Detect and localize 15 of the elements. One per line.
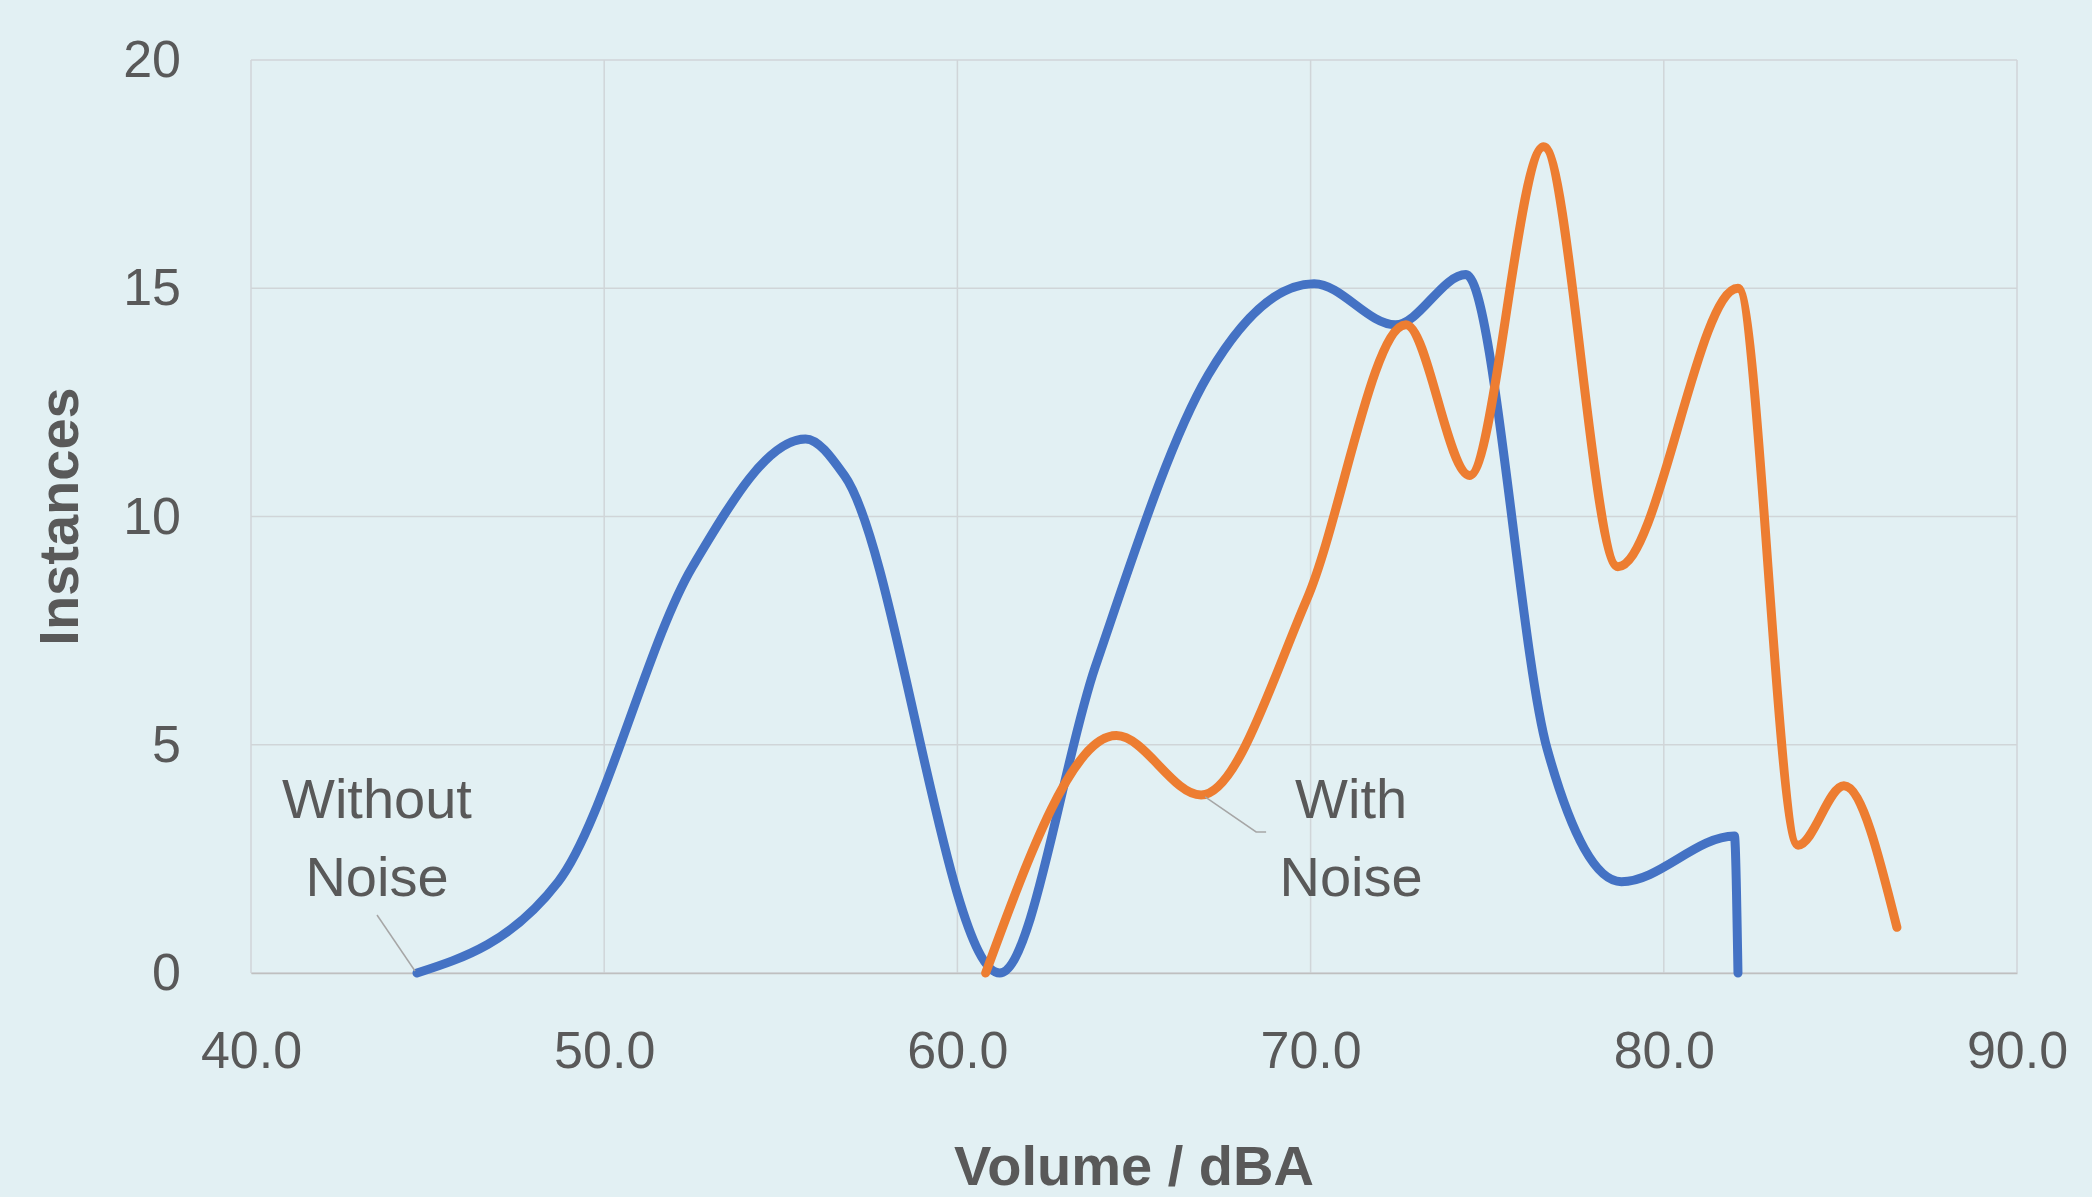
y-tick-label: 5	[152, 714, 181, 773]
annotation: Without Noise	[282, 767, 473, 908]
x-tick-label: 90.0	[1966, 1020, 2069, 1079]
x-axis-title: Volume / dBA	[954, 1134, 1314, 1197]
x-tick-label: 60.0	[907, 1020, 1009, 1079]
x-tick-label: 50.0	[554, 1020, 656, 1079]
y-tick-label: 20	[123, 30, 181, 89]
x-tick-label: 70.0	[1260, 1020, 1362, 1079]
y-tick-label: 15	[123, 258, 181, 317]
y-tick-label: 0	[152, 943, 181, 1002]
y-tick-label: 10	[123, 486, 181, 545]
x-tick-label: 40.0	[200, 1020, 303, 1079]
annotation: With Noise	[1279, 766, 1423, 908]
x-tick-label: 80.0	[1613, 1020, 1715, 1079]
y-axis-title: Instances	[27, 387, 90, 646]
